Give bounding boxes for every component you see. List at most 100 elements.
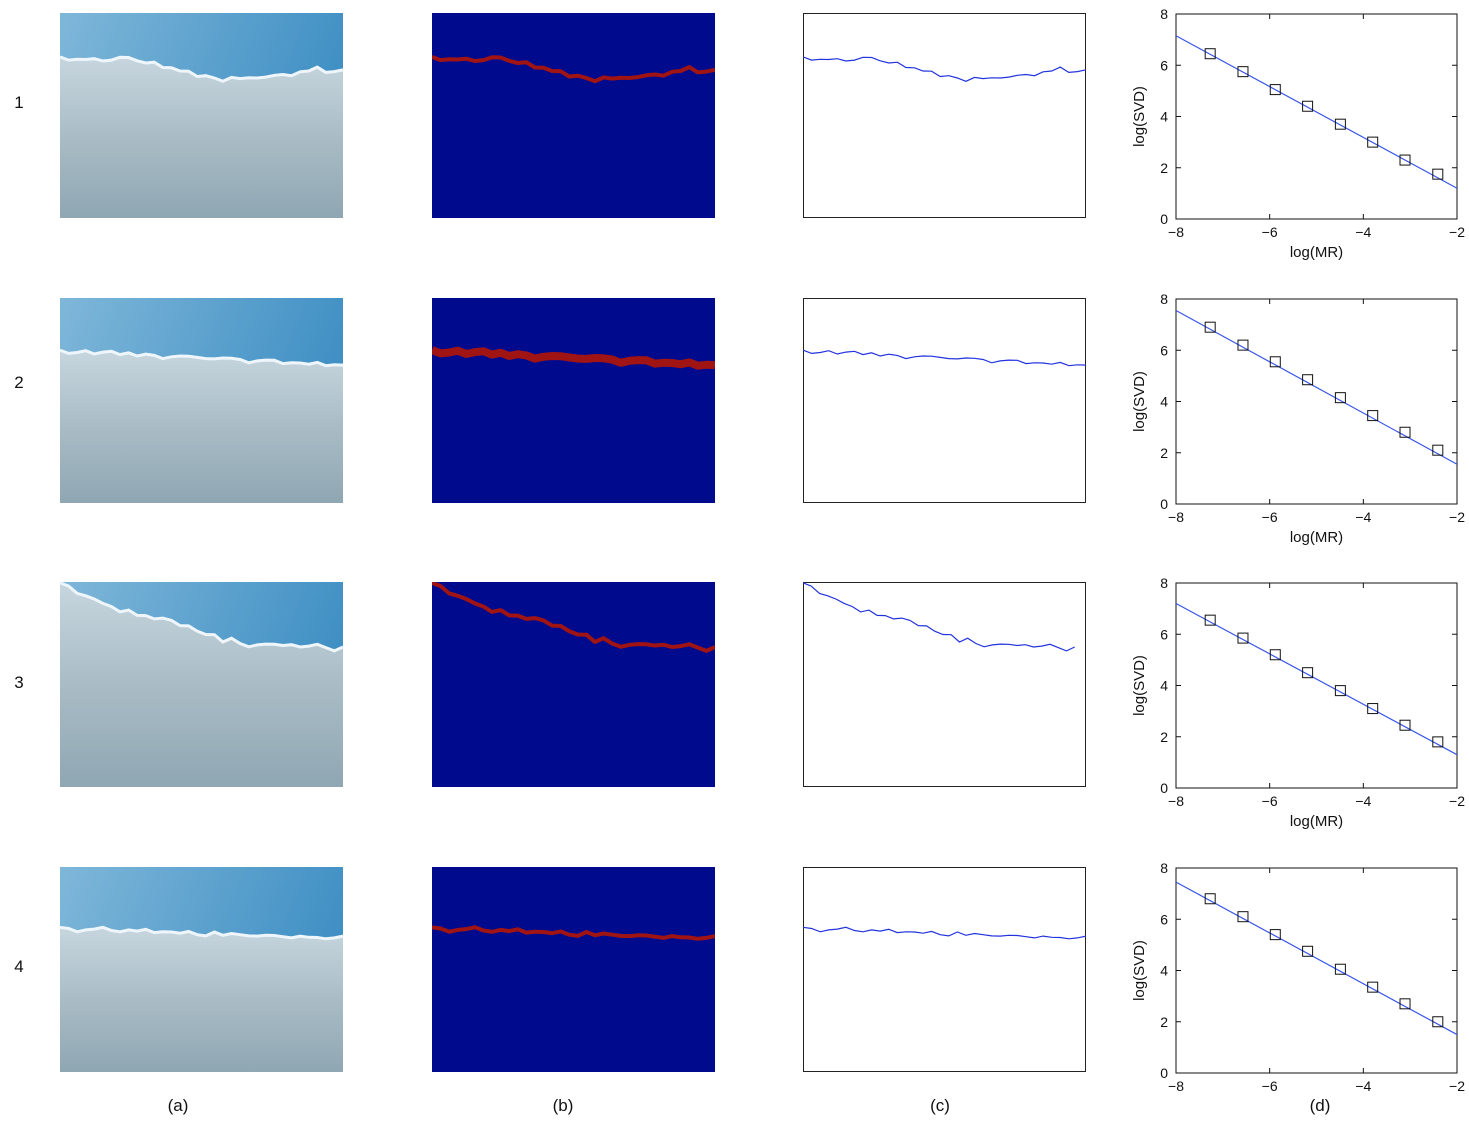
data-point — [1237, 911, 1249, 923]
loglog-plot-2: −8 −6 −4 −2 0 2 4 6 8 log(SVD) log(MR) — [1120, 285, 1465, 565]
row-label-4: 4 — [14, 957, 24, 976]
horizon-profile-line — [803, 582, 1075, 652]
horizon-profile-2 — [803, 298, 1086, 503]
data-point — [1302, 667, 1314, 679]
x-tick-label: −4 — [1355, 1078, 1371, 1094]
plot-axes-box — [1175, 867, 1458, 1074]
y-tick-label: 4 — [1160, 109, 1168, 125]
snow-region — [60, 582, 343, 787]
segmentation-background — [432, 867, 715, 1072]
x-tick-label: −8 — [1168, 793, 1184, 809]
profile-canvas — [803, 582, 1086, 787]
profile-frame — [803, 582, 1086, 787]
x-axis-label: log(MR) — [1290, 244, 1343, 261]
data-point — [1432, 168, 1444, 180]
x-axis-label: log(MR) — [1290, 529, 1343, 546]
data-point — [1204, 48, 1216, 60]
data-point — [1302, 100, 1314, 112]
plot-axes-box — [1175, 13, 1458, 220]
x-tick-label: −8 — [1168, 1078, 1184, 1094]
horizon-profile-line — [803, 56, 1086, 82]
y-tick-label: 6 — [1160, 342, 1168, 358]
data-point — [1269, 929, 1281, 941]
horizon-photo-3 — [60, 582, 343, 787]
segmentation-canvas — [432, 867, 715, 1072]
column-label-b: (b) — [552, 1096, 574, 1115]
data-point — [1399, 426, 1411, 438]
data-point — [1237, 66, 1249, 78]
x-tick-label: −6 — [1262, 793, 1278, 809]
plot-axes-box — [1175, 582, 1458, 789]
profile-canvas — [803, 298, 1086, 503]
data-point — [1334, 392, 1346, 404]
data-point — [1432, 1016, 1444, 1028]
plot-canvas: −8 −6 −4 −2 0 2 4 6 8 log(SVD) log(MR) — [1131, 291, 1465, 546]
horizon-profile-1 — [803, 13, 1086, 218]
segmentation-map-3 — [432, 582, 715, 787]
y-tick-label: 0 — [1160, 1065, 1168, 1081]
plot-axes-box — [1175, 298, 1458, 505]
data-point — [1399, 719, 1411, 731]
y-axis-label: log(SVD) — [1131, 371, 1148, 432]
photo-canvas — [60, 582, 343, 787]
y-tick-label: 4 — [1160, 678, 1168, 694]
profile-frame — [803, 13, 1086, 218]
y-axis-label: log(SVD) — [1131, 940, 1148, 1001]
horizon-profile-line — [803, 926, 1086, 940]
y-tick-label: 6 — [1160, 57, 1168, 73]
x-tick-label: −8 — [1168, 509, 1184, 525]
horizon-profile-3 — [803, 582, 1086, 787]
segmentation-canvas — [432, 582, 715, 787]
data-point — [1269, 356, 1281, 368]
profile-canvas — [803, 867, 1086, 1072]
x-tick-label: −4 — [1355, 793, 1371, 809]
row-label-2: 2 — [14, 373, 24, 392]
y-tick-label: 2 — [1160, 160, 1168, 176]
segmentation-background — [432, 582, 715, 787]
x-tick-label: −4 — [1355, 509, 1371, 525]
x-axis-label: log(MR) — [1290, 813, 1343, 830]
column-label-a: (a) — [167, 1096, 189, 1115]
y-tick-label: 8 — [1160, 6, 1168, 22]
data-point — [1237, 632, 1249, 644]
x-tick-label: −2 — [1449, 224, 1465, 240]
horizon-photo-2 — [60, 298, 343, 503]
x-tick-label: −6 — [1262, 509, 1278, 525]
plot-canvas: −8 −6 −4 −2 0 2 4 6 8 log(SVD) log(MR) — [1131, 575, 1465, 830]
loglog-plot-3: −8 −6 −4 −2 0 2 4 6 8 log(SVD) log(MR) — [1120, 569, 1465, 849]
plot-canvas: −8 −6 −4 −2 0 2 4 6 8 log(SVD) log(MR) — [1131, 6, 1465, 261]
loglog-plot-1: −8 −6 −4 −2 0 2 4 6 8 log(SVD) log(MR) — [1120, 0, 1465, 280]
y-axis-label: log(SVD) — [1131, 655, 1148, 716]
loglog-plot-4: −8 −6 −4 −2 0 2 4 6 8 log(SVD) — [1120, 854, 1465, 1134]
data-point — [1204, 893, 1216, 905]
y-tick-label: 4 — [1160, 963, 1168, 979]
snow-crest — [60, 55, 343, 83]
segmentation-map-2 — [432, 298, 715, 503]
fit-line — [1175, 310, 1458, 465]
data-point — [1399, 154, 1411, 166]
profile-canvas — [803, 13, 1086, 218]
column-label-c: (c) — [930, 1096, 950, 1115]
data-point — [1204, 614, 1216, 626]
snow-crest — [60, 925, 343, 941]
data-point — [1302, 374, 1314, 386]
data-point — [1367, 703, 1379, 715]
y-tick-label: 4 — [1160, 394, 1168, 410]
y-tick-label: 8 — [1160, 575, 1168, 591]
profile-frame — [803, 867, 1086, 1072]
segmentation-edge — [432, 55, 715, 84]
row-label-1: 1 — [14, 93, 24, 112]
snow-region — [60, 56, 343, 218]
column-label-d: (d) — [1309, 1096, 1331, 1115]
y-tick-label: 0 — [1160, 496, 1168, 512]
y-tick-label: 8 — [1160, 291, 1168, 307]
x-tick-label: −2 — [1449, 509, 1465, 525]
x-tick-label: −6 — [1262, 224, 1278, 240]
profile-frame — [803, 298, 1086, 503]
segmentation-canvas — [432, 298, 715, 503]
data-point — [1237, 339, 1249, 351]
data-point — [1302, 945, 1314, 957]
y-tick-label: 6 — [1160, 626, 1168, 642]
data-point — [1367, 410, 1379, 422]
y-tick-label: 8 — [1160, 860, 1168, 876]
